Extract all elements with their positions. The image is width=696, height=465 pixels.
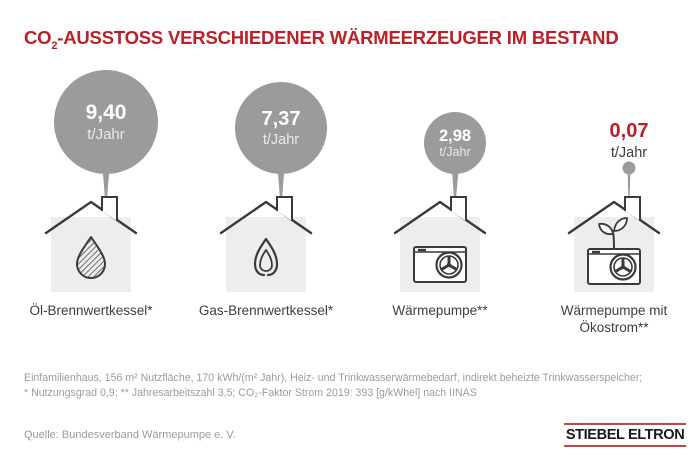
balloon-string	[277, 168, 285, 201]
house-icon	[567, 196, 661, 292]
emission-unit: t/Jahr	[87, 126, 125, 143]
balloon-string	[102, 168, 110, 201]
roof-line	[219, 200, 313, 235]
chimney	[624, 196, 641, 221]
oil-boiler-graphic: 9,40 t/Jahr	[44, 70, 158, 292]
column-heat-pump: 2,98 t/Jahr	[355, 60, 525, 360]
co2-balloon-tiny: 0,07 t/Jahr	[610, 120, 649, 200]
chimney	[276, 196, 293, 221]
fan-blades	[615, 258, 631, 273]
footnote-assumptions: Einfamilienhaus, 156 m² Nutzfläche, 170 …	[24, 372, 643, 384]
house-icon	[393, 196, 487, 292]
heat-pump-graphic: 2,98 t/Jahr	[393, 112, 487, 292]
oil-drop-icon	[76, 236, 106, 279]
gas-boiler-graphic: 7,37 t/Jahr	[219, 82, 327, 292]
roof-line	[44, 200, 138, 235]
footnote-factors: * Nutzungsgrad 0,9; ** Jahresarbeitszahl…	[24, 387, 477, 399]
co2-balloon: 9,40 t/Jahr	[54, 70, 158, 201]
stiebel-eltron-logo: STIEBEL ELTRON	[564, 423, 686, 447]
logo-bottom-bar	[564, 445, 686, 447]
house-icon	[44, 196, 138, 292]
sprout-icon	[598, 217, 628, 250]
house-icon	[219, 196, 313, 292]
column-heat-pump-eco: 0,07 t/Jahr	[529, 60, 696, 360]
chimney	[101, 196, 118, 221]
emission-value: 0,07	[610, 120, 649, 142]
heat-pump-eco-graphic: 0,07 t/Jahr	[567, 120, 661, 292]
emission-unit: t/Jahr	[439, 145, 470, 159]
balloon-string	[452, 170, 459, 201]
chimney	[450, 196, 467, 221]
column-oil-boiler: 9,40 t/Jahr Öl-Brennwertkessel*	[6, 60, 176, 360]
title-rest: -AUSSTOSS VERSCHIEDENER WÄRMEERZEUGER IM…	[57, 27, 619, 48]
emission-unit: t/Jahr	[263, 132, 299, 148]
column-label: Wärmepumpe**	[392, 303, 488, 318]
gas-flame-icon	[253, 237, 279, 277]
heat-pump-eco-icon	[587, 217, 641, 285]
page-title: CO2-AUSSTOSS VERSCHIEDENER WÄRMEERZEUGER…	[24, 27, 619, 52]
emission-unit: t/Jahr	[611, 145, 647, 161]
logo-top-bar	[564, 423, 686, 425]
co2-balloon: 2,98 t/Jahr	[424, 112, 486, 201]
title-prefix: CO	[24, 27, 52, 48]
column-label: Wärmepumpe mit Ökostrom**	[560, 303, 668, 335]
title-subscript: 2	[51, 40, 58, 52]
column-gas-boiler: 7,37 t/Jahr Gas-Brennwertkessel*	[181, 60, 351, 360]
heat-pump-icon	[413, 246, 467, 283]
emission-value: 7,37	[262, 108, 301, 130]
roof-line	[393, 200, 487, 235]
fan-blades	[441, 256, 457, 271]
column-label: Öl-Brennwertkessel*	[29, 303, 153, 318]
column-label: Gas-Brennwertkessel*	[198, 303, 334, 318]
balloon-string	[627, 170, 631, 200]
source-credit: Quelle: Bundesverband Wärmepumpe e. V.	[24, 429, 236, 441]
logo-text: STIEBEL ELTRON	[565, 426, 685, 443]
emission-value: 2,98	[439, 127, 471, 145]
roof-line	[567, 200, 661, 235]
co2-balloon: 7,37 t/Jahr	[235, 82, 327, 201]
emission-value: 9,40	[86, 101, 127, 124]
